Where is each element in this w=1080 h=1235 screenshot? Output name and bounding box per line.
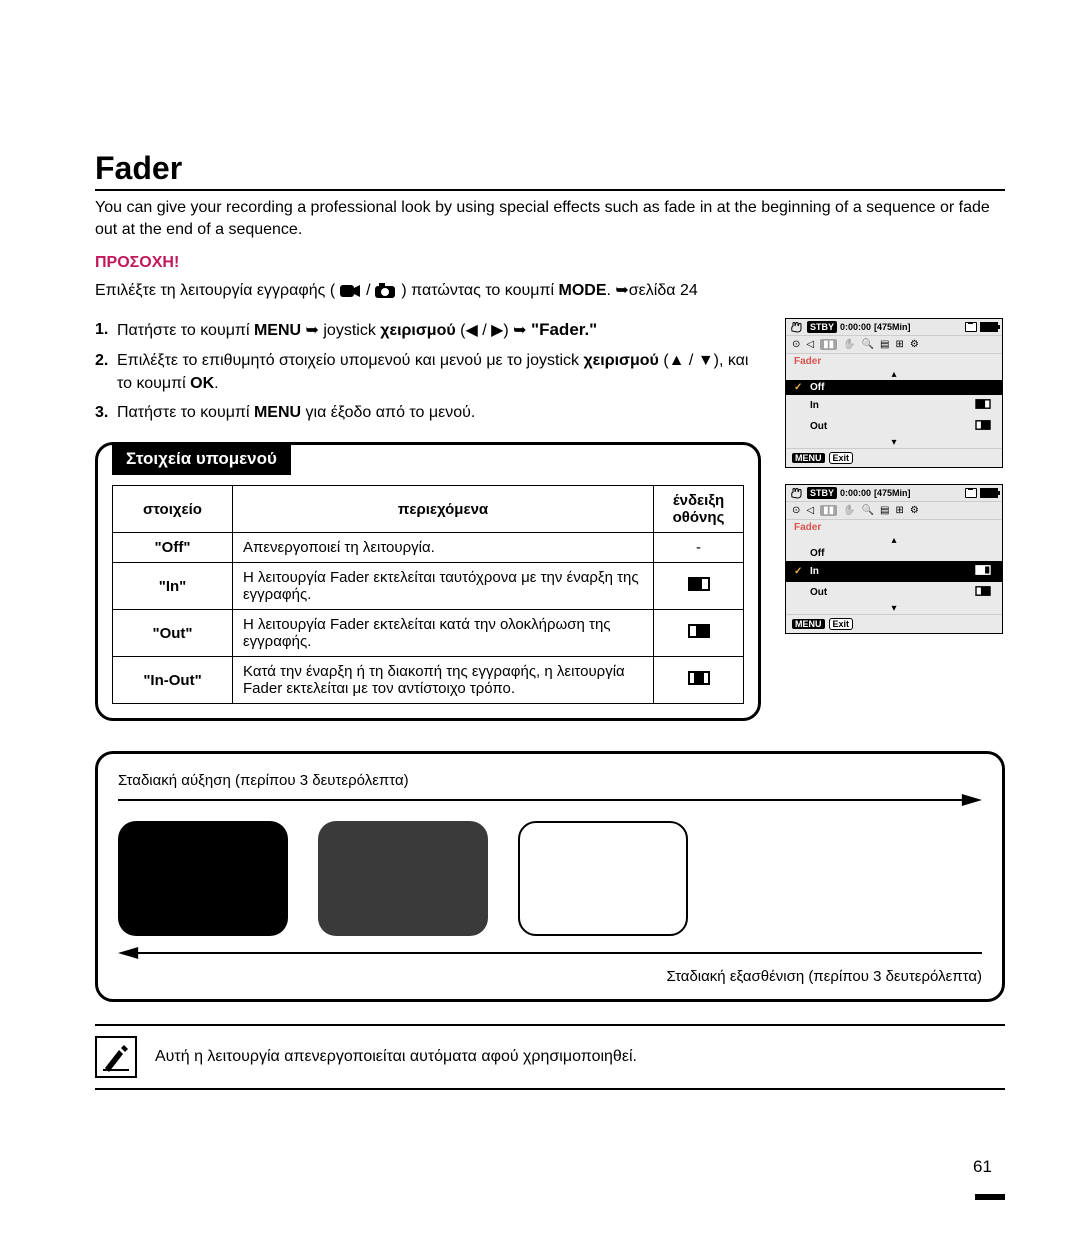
exit-button[interactable]: Exit bbox=[829, 452, 854, 464]
title-rule bbox=[95, 189, 1005, 191]
section-title: Fader bbox=[95, 150, 1005, 187]
menu-title: Fader bbox=[786, 520, 1002, 535]
camera-icon bbox=[375, 283, 397, 299]
menu-opt-out[interactable]: Out bbox=[786, 582, 1002, 603]
step-3: 3. Πατήστε το κουμπί MENU για έξοδο από … bbox=[95, 401, 761, 424]
selected-mode-icon: ▮▮ bbox=[820, 505, 837, 516]
hand-icon bbox=[790, 321, 804, 333]
frame-black bbox=[118, 821, 288, 936]
camcorder-icon bbox=[340, 283, 362, 299]
lcd-screen-1: STBY 0:00:00 [475Min] ⊙◁▮▮✋🔍▤⊞⚙ Fader ▴ … bbox=[785, 318, 1003, 468]
fade-in-icon bbox=[688, 577, 710, 591]
table-row: "In" Η λειτουργία Fader εκτελείται ταυτό… bbox=[113, 563, 744, 610]
steps-list: 1. Πατήστε το κουμπί MENU ➥ joystick χει… bbox=[95, 318, 761, 424]
exit-button[interactable]: Exit bbox=[829, 618, 854, 630]
fade-inout-icon bbox=[688, 671, 710, 685]
submenu-box: Στοιχεία υπομενού στοιχείο περιεχόμενα έ… bbox=[95, 442, 761, 721]
intro-text: You can give your recording a profession… bbox=[95, 197, 1005, 240]
menu-opt-off[interactable]: ✓Off bbox=[786, 380, 1002, 395]
submenu-table: στοιχείο περιεχόμενα ένδειξη οθόνης "Off… bbox=[112, 485, 744, 704]
fade-out-icon bbox=[688, 624, 710, 638]
attention-label: ΠΡΟΣΟΧΗ! bbox=[95, 254, 1005, 272]
menu-title: Fader bbox=[786, 354, 1002, 369]
icon-row: ⊙◁▮▮✋🔍▤⊞⚙ bbox=[786, 501, 1002, 520]
col-desc: περιεχόμενα bbox=[233, 486, 654, 533]
step-1: 1. Πατήστε το κουμπί MENU ➥ joystick χει… bbox=[95, 318, 761, 343]
card-icon bbox=[965, 488, 977, 498]
frame-white bbox=[518, 821, 688, 936]
page-number: 61 bbox=[973, 1157, 1005, 1200]
battery-icon bbox=[980, 488, 998, 498]
arrow-right-icon bbox=[118, 794, 982, 806]
menu-label: MENU bbox=[792, 619, 825, 629]
menu-opt-in[interactable]: In bbox=[786, 395, 1002, 416]
fade-out-label: Σταδιακή εξασθένιση (περίπου 3 δευτερόλε… bbox=[118, 968, 982, 985]
lcd-screen-2: STBY 0:00:00 [475Min] ⊙◁▮▮✋🔍▤⊞⚙ Fader ▴ … bbox=[785, 484, 1003, 634]
arrow-left-icon bbox=[118, 947, 982, 959]
table-row: "Out" Η λειτουργία Fader εκτελείται κατά… bbox=[113, 610, 744, 657]
table-row: "In-Out" Κατά την έναρξη ή τη διακοπή τη… bbox=[113, 657, 744, 704]
col-icon: ένδειξη οθόνης bbox=[654, 486, 744, 533]
selected-mode-icon: ▮▮ bbox=[820, 339, 837, 350]
table-row: "Off" Απενεργοποιεί τη λειτουργία. - bbox=[113, 533, 744, 563]
hand-icon bbox=[790, 487, 804, 499]
submenu-tab: Στοιχεία υπομενού bbox=[112, 443, 291, 475]
icon-row: ⊙◁▮▮✋🔍▤⊞⚙ bbox=[786, 335, 1002, 354]
step-2: 2. Επιλέξτε το επιθυμητό στοιχείο υπομεν… bbox=[95, 349, 761, 395]
note-icon bbox=[95, 1036, 137, 1078]
menu-opt-in[interactable]: ✓In bbox=[786, 561, 1002, 582]
col-item: στοιχείο bbox=[113, 486, 233, 533]
menu-label: MENU bbox=[792, 453, 825, 463]
note-row: Αυτή η λειτουργία απενεργοποιείται αυτόμ… bbox=[95, 1024, 1005, 1090]
frame-gray bbox=[318, 821, 488, 936]
menu-opt-off[interactable]: Off bbox=[786, 546, 1002, 561]
menu-opt-out[interactable]: Out bbox=[786, 416, 1002, 437]
battery-icon bbox=[980, 322, 998, 332]
fade-in-label: Σταδιακή αύξηση (περίπου 3 δευτερόλεπτα) bbox=[118, 772, 982, 789]
card-icon bbox=[965, 322, 977, 332]
mode-select-line: Επιλέξτε τη λειτουργία εγγραφής ( / ) πα… bbox=[95, 280, 1005, 300]
fade-diagram: Σταδιακή αύξηση (περίπου 3 δευτερόλεπτα)… bbox=[95, 751, 1005, 1002]
note-text: Αυτή η λειτουργία απενεργοποιείται αυτόμ… bbox=[155, 1048, 637, 1066]
